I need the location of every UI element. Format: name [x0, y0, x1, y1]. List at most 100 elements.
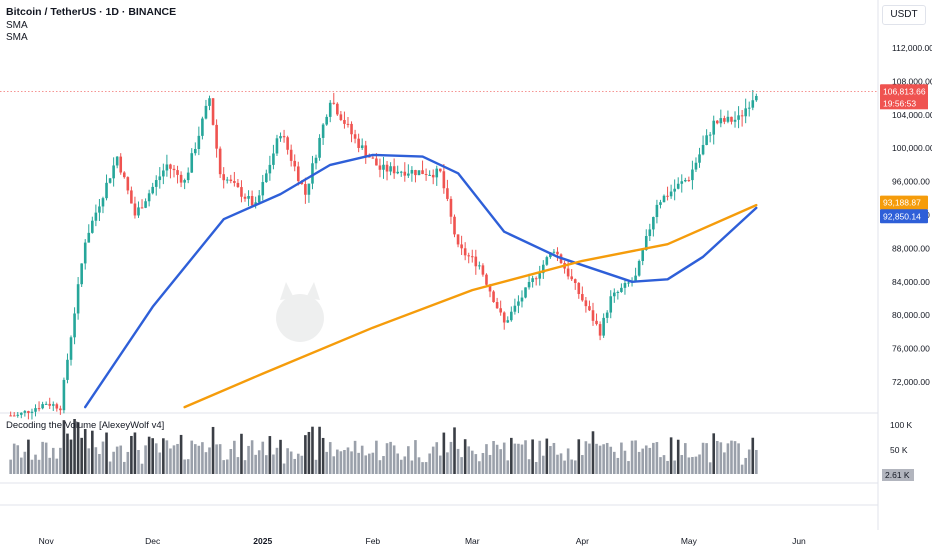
candle-body [460, 244, 463, 249]
volume-bar [208, 447, 211, 474]
candle-body [98, 206, 101, 213]
candle-body [215, 124, 218, 149]
x-tick-label: 2025 [253, 536, 272, 546]
candle-body [208, 98, 211, 106]
candle-body [527, 281, 531, 288]
candle-body [179, 174, 183, 183]
candle-body [12, 415, 16, 417]
volume-bar [222, 460, 226, 474]
volume-bar [541, 455, 545, 474]
volume-bar [470, 450, 474, 474]
volume-bar [474, 454, 478, 474]
candle-body [701, 144, 705, 155]
volume-bar [41, 441, 44, 474]
candle-body [59, 408, 62, 411]
candle-body [69, 337, 73, 360]
candle-body [343, 120, 346, 124]
candle-body [293, 160, 297, 167]
indicator-sma-label[interactable]: SMA [6, 32, 28, 43]
volume-bar [98, 453, 101, 474]
currency-selector[interactable]: USDT [882, 5, 926, 25]
volume-bar [229, 449, 233, 474]
sma-line-short[interactable] [84, 153, 758, 409]
volume-bar [16, 445, 20, 474]
candle-body [730, 116, 733, 122]
volume-bar [669, 437, 673, 474]
volume-bar [250, 440, 254, 474]
volume-bar [179, 434, 183, 474]
volume-bar [76, 422, 80, 474]
volume-bar [584, 441, 588, 474]
candle-body [364, 145, 368, 157]
sma-line-long[interactable] [183, 203, 758, 409]
volume-bar [641, 448, 645, 474]
candle-body [687, 180, 691, 182]
volume-bar [12, 443, 16, 474]
watermark-head [276, 294, 324, 342]
candle-body [691, 169, 694, 181]
candle-body [51, 404, 55, 406]
volume-bar [566, 448, 570, 474]
candle-body [169, 164, 172, 169]
volume-bar [588, 443, 591, 474]
volume-current-label-text: 2.61 K [885, 470, 910, 480]
volume-bar [218, 444, 222, 474]
volume-bar [122, 461, 126, 474]
candle-body [684, 180, 687, 182]
volume-bar [659, 457, 662, 474]
candle-body [186, 172, 190, 181]
indicator-sma-label[interactable]: SMA [6, 20, 28, 31]
volume-bar [115, 446, 119, 474]
volume-bar [520, 444, 524, 474]
candle-body [154, 180, 158, 187]
volume-bar [236, 457, 240, 474]
volume-bar [428, 453, 431, 474]
y-tick-label: 88,000.00 [892, 243, 930, 253]
volume-bar [630, 440, 634, 474]
candle-body [62, 379, 66, 411]
candle-body [435, 168, 439, 178]
volume-bar [83, 428, 87, 474]
candle-body [360, 145, 364, 148]
candle-body [744, 108, 747, 117]
volume-bar [328, 442, 332, 474]
candle-body [66, 359, 69, 380]
candle-body [698, 154, 701, 163]
candle-body [389, 166, 392, 172]
candle-body [602, 317, 605, 336]
volume-indicator-title[interactable]: Decoding the Volume [AlexeyWolf v4] [6, 420, 165, 431]
volume-bar [755, 449, 758, 474]
candle-body [268, 164, 272, 174]
candle-body [250, 196, 254, 206]
volume-bar [446, 452, 449, 474]
candle-body [478, 265, 481, 267]
y-tick-label: 72,000.00 [892, 377, 930, 387]
volume-bar [183, 459, 186, 474]
volume-bar [751, 437, 755, 474]
candle-body [265, 173, 268, 183]
volume-bar [293, 458, 297, 474]
candle-body [91, 220, 94, 233]
volume-bar [119, 445, 123, 474]
volume-bar [644, 445, 648, 474]
candle-body [37, 408, 41, 410]
candle-body [612, 292, 616, 297]
volume-bar [108, 461, 112, 474]
volume-bar [605, 442, 609, 474]
candle-body [147, 193, 151, 202]
volume-bar [435, 442, 439, 474]
volume-bar [652, 442, 655, 474]
watermark-ear [306, 282, 320, 300]
candle-body [240, 187, 243, 197]
candle-body [655, 204, 659, 218]
candle-body [499, 308, 502, 313]
volume-current-label [882, 469, 914, 481]
volume-bar [62, 420, 66, 474]
volume-bar [488, 454, 492, 474]
x-tick-label: May [681, 536, 698, 546]
candle-body [23, 411, 27, 413]
candle-body [311, 163, 314, 184]
volume-bar [673, 460, 676, 474]
volume-bar [357, 452, 360, 474]
